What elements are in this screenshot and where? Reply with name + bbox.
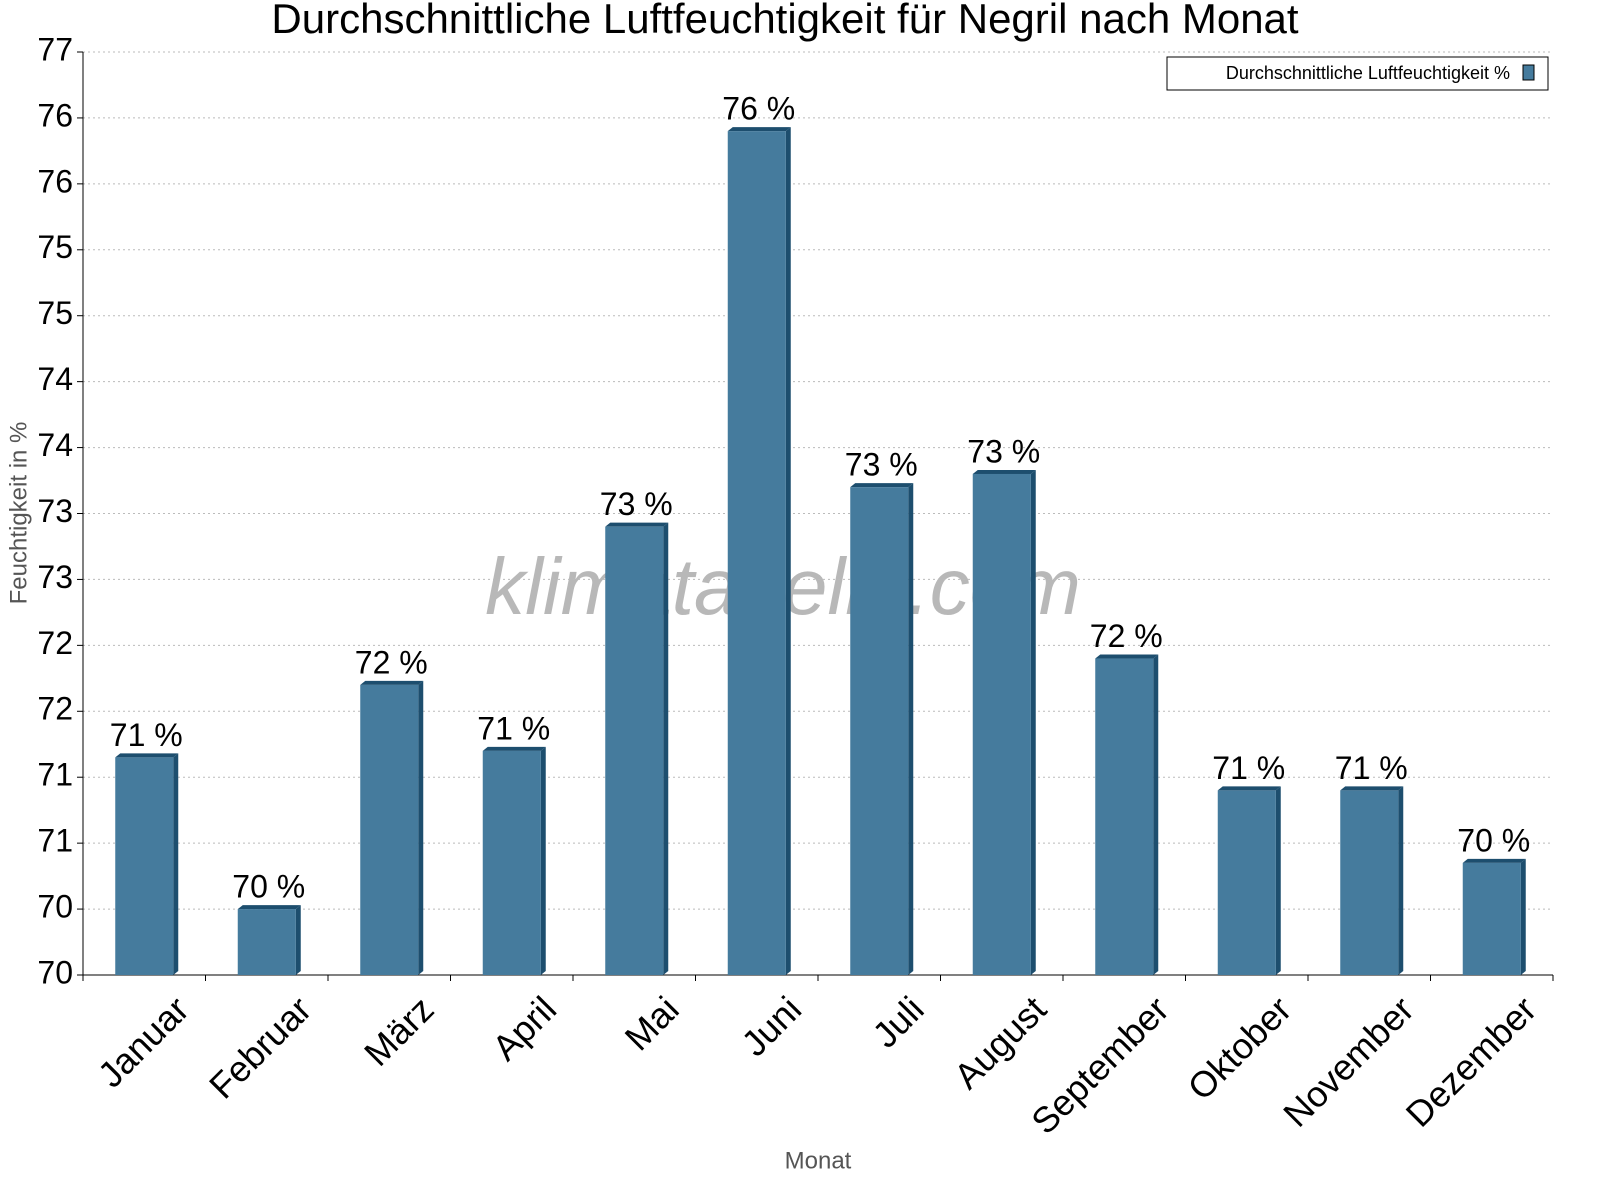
bar xyxy=(1462,862,1521,975)
data-label: 71 % xyxy=(1212,750,1285,786)
bar-top xyxy=(360,680,424,685)
data-label: 76 % xyxy=(722,91,795,127)
bar xyxy=(482,750,541,975)
bar-side xyxy=(1030,469,1036,975)
y-tick-label: 74 xyxy=(37,427,73,463)
x-axis-title: Monat xyxy=(785,1147,852,1174)
bar-side xyxy=(418,680,424,975)
bar-side xyxy=(908,483,914,975)
bar xyxy=(727,131,786,976)
y-tick-label: 73 xyxy=(37,559,73,595)
bar xyxy=(972,473,1031,975)
bar-top xyxy=(972,469,1036,474)
y-tick-label: 70 xyxy=(37,954,73,990)
bar-side xyxy=(1520,858,1526,975)
bar-top xyxy=(1462,858,1526,863)
y-tick-label: 75 xyxy=(37,229,73,265)
y-tick-label: 72 xyxy=(37,691,73,727)
data-label: 70 % xyxy=(1457,822,1530,858)
bar-top xyxy=(482,746,546,751)
data-label: 71 % xyxy=(477,710,550,746)
bar-top xyxy=(850,483,914,488)
y-tick-label: 76 xyxy=(37,163,73,199)
bar-side xyxy=(540,746,546,975)
data-label: 70 % xyxy=(232,869,305,905)
bar-side xyxy=(1275,786,1281,975)
bar-side xyxy=(785,127,791,976)
y-tick-label: 74 xyxy=(37,361,73,397)
y-tick-label: 73 xyxy=(37,493,73,529)
bar-side xyxy=(1398,786,1404,975)
bar xyxy=(1217,790,1276,975)
data-label: 73 % xyxy=(600,486,673,522)
bar xyxy=(1340,790,1399,975)
y-tick-label: 71 xyxy=(37,823,73,859)
y-tick-label: 76 xyxy=(37,97,73,133)
data-label: 73 % xyxy=(845,447,918,483)
bar xyxy=(360,684,419,975)
bar-side xyxy=(1153,654,1159,975)
bar-top xyxy=(727,127,791,132)
bar-top xyxy=(1217,786,1281,791)
data-label: 73 % xyxy=(967,433,1040,469)
bar-top xyxy=(605,522,669,527)
bar xyxy=(237,909,296,975)
bar-top xyxy=(115,753,179,758)
y-tick-label: 77 xyxy=(37,31,73,67)
y-axis-title: Feuchtigkeit in % xyxy=(5,422,32,605)
bar-top xyxy=(1340,786,1404,791)
bar-side xyxy=(663,522,669,975)
y-tick-label: 70 xyxy=(37,889,73,925)
bar-side xyxy=(173,753,179,975)
y-tick-label: 75 xyxy=(37,295,73,331)
bar xyxy=(605,526,664,975)
data-label: 71 % xyxy=(110,717,183,753)
data-label: 71 % xyxy=(1335,750,1408,786)
legend-label: Durchschnittliche Luftfeuchtigkeit % xyxy=(1226,63,1510,83)
y-tick-label: 71 xyxy=(37,757,73,793)
bar-side xyxy=(295,905,301,975)
data-label: 72 % xyxy=(1090,618,1163,654)
legend-swatch xyxy=(1522,64,1535,81)
bar xyxy=(115,757,174,975)
bar-top xyxy=(237,905,301,910)
bar xyxy=(1095,658,1154,975)
legend-box xyxy=(1166,56,1549,91)
chart-title: Durchschnittliche Luftfeuchtigkeit für N… xyxy=(271,0,1299,42)
data-label: 72 % xyxy=(355,644,428,680)
y-tick-label: 72 xyxy=(37,625,73,661)
bar xyxy=(850,487,909,975)
bar-top xyxy=(1095,654,1159,659)
